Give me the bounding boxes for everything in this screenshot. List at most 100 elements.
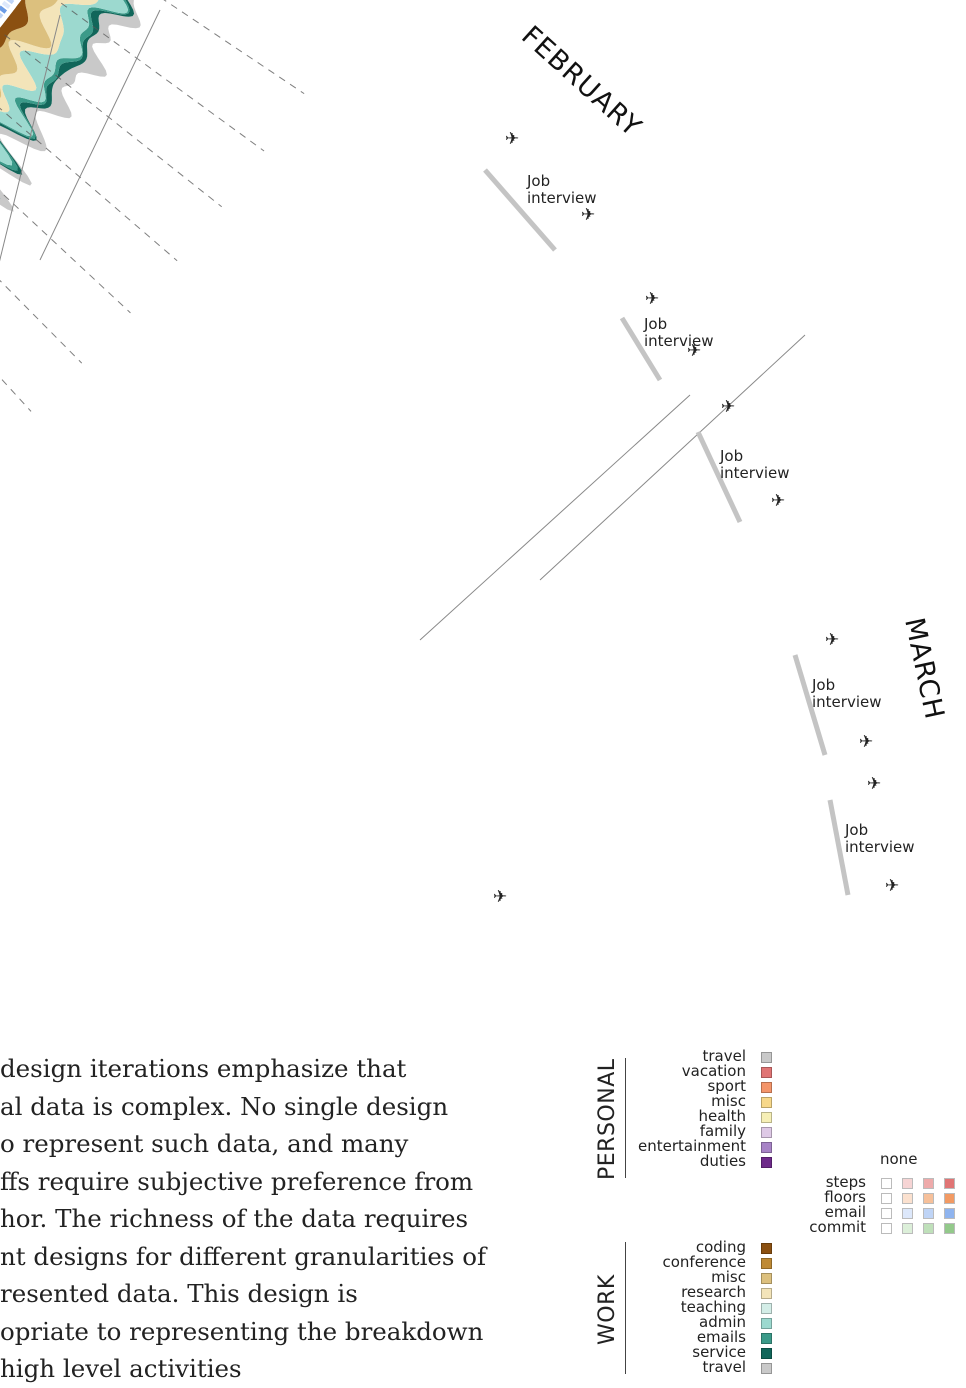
work-legend-swatch [761, 1333, 772, 1344]
week-guide-line [39, 9, 161, 261]
airplane-icon: ✈ [885, 876, 899, 896]
annotation-bracket [792, 654, 828, 756]
caption-line: ffs require subjective preference from [0, 1166, 474, 1196]
stream-band-misc [0, 0, 58, 99]
intensity-legend-label: email [824, 1203, 866, 1221]
personal-legend-label: family [699, 1122, 746, 1140]
caption-line: opriate to representing the breakdown [0, 1316, 484, 1346]
caption-line: hor. The richness of the data requires [0, 1204, 469, 1233]
annotation-label-line2: interview [720, 464, 790, 482]
annotation-label-line2: interview [527, 189, 597, 207]
day-guide-line [0, 107, 178, 262]
day-guide-line [56, 0, 265, 152]
personal-legend-swatch [761, 1127, 772, 1138]
personal-legend-swatch [761, 1052, 772, 1063]
month-label-february: FEBRUARY [515, 20, 647, 143]
radial-activity-chart: FEBRUARYMARCHJobinterview✈✈Jobinterview✈… [0, 0, 950, 905]
work-legend-swatch [761, 1363, 772, 1374]
intensity-tile-email [1, 0, 11, 10]
work-legend-label: coding [695, 1238, 746, 1256]
annotation-label-line1: Job [811, 676, 835, 694]
week-guide-line [539, 334, 806, 581]
annotation-bracket [483, 168, 557, 252]
work-legend-label: travel [702, 1358, 746, 1376]
annotation-bracket [619, 316, 663, 382]
personal-legend-swatch [761, 1097, 772, 1108]
airplane-icon: ✈ [859, 732, 873, 752]
annotation-bracket [695, 430, 743, 524]
work-legend-swatch [761, 1243, 772, 1254]
intensity-legend-swatch [881, 1208, 892, 1219]
intensity-tile-email [6, 0, 15, 5]
work-legend-label: research [681, 1283, 746, 1301]
airplane-icon: ✈ [771, 491, 785, 511]
annotation-label-line2: interview [812, 693, 882, 711]
intensity-legend-swatch [923, 1193, 934, 1204]
personal-legend-label: duties [699, 1152, 746, 1170]
airplane-icon: ✈ [505, 129, 519, 149]
intensity-legend-swatch [944, 1208, 955, 1219]
annotation-label-line2: interview [845, 838, 915, 856]
week-guide-line [0, 14, 61, 262]
work-legend-swatch [761, 1348, 772, 1359]
personal-legend-label: travel [702, 1047, 746, 1065]
intensity-legend-swatch [902, 1178, 913, 1189]
work-legend-label: teaching [680, 1298, 746, 1316]
personal-legend-swatch [761, 1082, 772, 1093]
work-legend-label: emails [696, 1328, 746, 1346]
intensity-legend-swatch [902, 1193, 913, 1204]
intensity-legend-swatch [881, 1223, 892, 1234]
personal-legend-swatch [761, 1067, 772, 1078]
annotation-label-line1: Job [526, 172, 550, 190]
personal-legend-swatch [761, 1157, 772, 1168]
stream-band-coding [0, 0, 29, 48]
airplane-icon: ✈ [687, 341, 701, 361]
annotation-label-line1: Job [844, 821, 868, 839]
work-legend-label: conference [662, 1253, 747, 1271]
intensity-legend-swatch [944, 1223, 955, 1234]
personal-legend-label: misc [711, 1092, 746, 1110]
caption-line: al data is complex. No single design [0, 1091, 449, 1121]
airplane-icon: ✈ [867, 774, 881, 794]
intensity-legend-label: commit [809, 1218, 866, 1236]
annotation-label-line2: interview [644, 332, 714, 350]
airplane-icon: ✈ [825, 630, 839, 650]
stream-band-travel [0, 0, 141, 212]
work-group-bar [625, 1242, 626, 1374]
caption-line: o represent such data, and many [0, 1129, 409, 1158]
stream-band-research [0, 0, 99, 113]
personal-legend-label: health [698, 1107, 746, 1125]
intensity-tile-email [0, 5, 8, 14]
caption-paragraph: design iterations emphasize that al data … [0, 1050, 487, 1388]
personal-legend-label: sport [707, 1077, 746, 1095]
intensity-legend-swatch [944, 1178, 955, 1189]
work-legend-swatch [761, 1303, 772, 1314]
work-legend-label: admin [699, 1313, 746, 1331]
intensity-legend-label: steps [825, 1173, 866, 1191]
airplane-icon: ✈ [581, 205, 595, 225]
caption-line: nt designs for different granularities o… [0, 1241, 487, 1271]
intensity-tile-email [0, 12, 4, 19]
center-ring [0, 0, 22, 28]
work-legend-swatch [761, 1318, 772, 1329]
intensity-legend-swatch [923, 1223, 934, 1234]
caption-line: design iterations emphasize that [0, 1054, 407, 1083]
day-guide-line [0, 30, 222, 208]
work-legend-label: misc [711, 1268, 746, 1286]
airplane-icon: ✈ [645, 289, 659, 309]
annotation-label-line1: Job [643, 315, 667, 333]
intensity-legend-swatch [881, 1178, 892, 1189]
work-legend-swatch [761, 1273, 772, 1284]
intensity-none-label: none [880, 1150, 918, 1168]
intensity-legend-swatch [902, 1223, 913, 1234]
intensity-legend-swatch [923, 1208, 934, 1219]
work-legend-label: service [692, 1343, 746, 1361]
airplane-icon: ✈ [493, 887, 507, 905]
caption-line: high level activities [0, 1354, 242, 1383]
personal-legend-swatch [761, 1112, 772, 1123]
